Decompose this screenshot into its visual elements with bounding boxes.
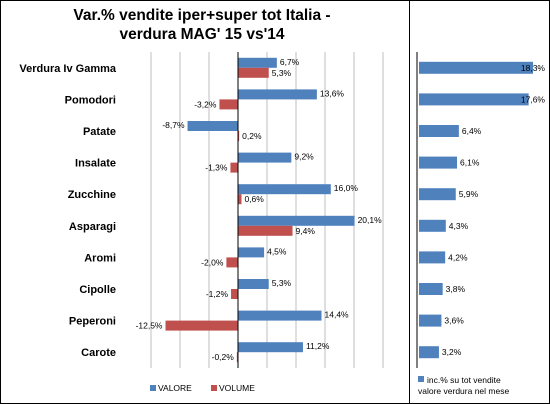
panel-divider xyxy=(409,0,410,404)
volume-data-label: 5,3% xyxy=(272,68,292,78)
legend-swatch xyxy=(150,385,156,391)
valore-data-label: 5,3% xyxy=(272,278,292,288)
volume-bar xyxy=(226,257,238,268)
share-bar xyxy=(419,314,442,327)
valore-data-label: 20,1% xyxy=(358,215,383,225)
valore-bar xyxy=(238,279,269,289)
valore-data-label: 9,2% xyxy=(294,152,314,162)
share-legend-swatch xyxy=(418,376,424,382)
valore-bar xyxy=(238,342,303,353)
category-label: Asparagi xyxy=(69,221,116,233)
volume-data-label: 0,6% xyxy=(244,194,264,204)
share-data-label: 3,2% xyxy=(442,347,462,357)
valore-bar xyxy=(238,89,317,100)
valore-data-label: 11,2% xyxy=(306,341,330,351)
share-data-label: 4,2% xyxy=(448,252,468,262)
valore-data-label: 16,0% xyxy=(334,183,359,193)
chart-title: Var.% vendite iper+super tot Italia - ve… xyxy=(52,6,352,44)
valore-data-label: -8,7% xyxy=(162,120,185,130)
title-line-1: Var.% vendite iper+super tot Italia - xyxy=(73,7,331,24)
volume-data-label: -1,2% xyxy=(206,289,229,299)
category-label: Pomodori xyxy=(65,94,116,106)
valore-data-label: 13,6% xyxy=(320,88,345,98)
share-data-label: 6,4% xyxy=(462,126,482,136)
volume-bar xyxy=(238,194,242,205)
category-label: Cipolle xyxy=(79,284,116,296)
valore-bar xyxy=(187,121,238,131)
share-bar xyxy=(419,283,443,295)
legend-swatch xyxy=(211,385,217,391)
volume-data-label: -2,0% xyxy=(201,257,224,267)
volume-bar xyxy=(165,320,238,331)
share-data-label: 3,6% xyxy=(444,316,464,326)
share-legend: inc.% su tot vendite valore verdura nel … xyxy=(418,375,548,397)
volume-bar xyxy=(238,131,240,141)
share-bar xyxy=(419,219,446,232)
share-legend-line-1: inc.% su tot vendite xyxy=(427,375,501,385)
valore-data-label: 4,5% xyxy=(267,246,287,256)
share-bar xyxy=(419,346,439,359)
valore-bar xyxy=(238,152,292,163)
share-bar xyxy=(419,188,456,201)
share-data-label: 4,3% xyxy=(449,221,469,231)
volume-bar xyxy=(231,289,238,299)
share-bar xyxy=(419,93,529,106)
share-data-label: 6,1% xyxy=(460,158,480,168)
volume-bar xyxy=(238,225,293,236)
title-line-2: verdura MAG' 15 vs'14 xyxy=(119,26,285,43)
category-label: Insalate xyxy=(75,158,116,170)
category-label: Carote xyxy=(81,347,116,359)
volume-data-label: -1,3% xyxy=(205,163,228,173)
volume-bar xyxy=(238,67,269,78)
share-bar xyxy=(419,251,446,264)
category-label: Patate xyxy=(83,126,116,138)
valore-data-label: 14,4% xyxy=(325,310,350,320)
share-data-label: 17,6% xyxy=(521,94,546,104)
share-data-label: 18,3% xyxy=(521,63,546,73)
valore-bar xyxy=(238,310,322,321)
volume-data-label: 0,2% xyxy=(242,131,262,141)
category-label: Zucchine xyxy=(68,189,116,201)
volume-bar xyxy=(236,352,238,363)
share-data-label: 5,9% xyxy=(459,189,479,199)
volume-bar xyxy=(219,99,238,110)
volume-bar xyxy=(230,162,238,173)
valore-bar xyxy=(238,57,277,68)
share-bar xyxy=(419,61,533,74)
valore-bar xyxy=(238,247,265,258)
share-legend-line-2: valore verdura nel mese xyxy=(418,386,510,396)
volume-data-label: -0,2% xyxy=(212,352,235,362)
category-label: Verdura Iv Gamma xyxy=(19,63,116,75)
valore-data-label: 6,7% xyxy=(280,57,300,67)
category-label: Peperoni xyxy=(69,316,116,328)
share-data-label: 3,8% xyxy=(446,284,466,294)
valore-bar xyxy=(238,184,331,195)
legend-label: VALORE xyxy=(158,383,192,393)
share-bar xyxy=(419,156,457,169)
volume-data-label: -12,5% xyxy=(136,321,163,331)
valore-bar xyxy=(238,215,355,226)
volume-data-label: -3,2% xyxy=(194,99,217,109)
share-bar xyxy=(419,125,459,137)
category-label: Aromi xyxy=(84,252,116,264)
legend-label: VOLUME xyxy=(219,383,255,393)
volume-data-label: 9,4% xyxy=(296,226,316,236)
